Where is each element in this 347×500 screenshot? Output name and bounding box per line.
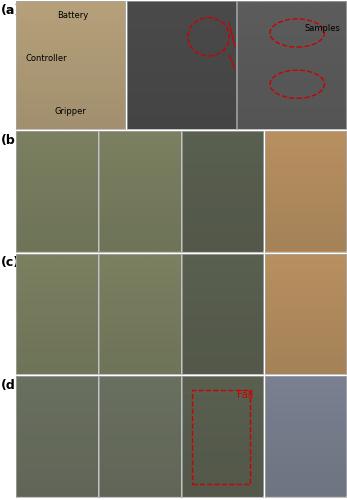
Text: (c): (c): [1, 256, 20, 269]
Text: Controller: Controller: [25, 54, 67, 63]
Text: (a): (a): [1, 4, 21, 17]
Text: (d): (d): [1, 378, 22, 392]
Text: Battery: Battery: [57, 11, 88, 20]
Text: Fall: Fall: [237, 390, 254, 400]
Text: Gripper: Gripper: [55, 107, 87, 116]
Text: Samples: Samples: [305, 24, 341, 33]
Text: (b): (b): [1, 134, 22, 146]
